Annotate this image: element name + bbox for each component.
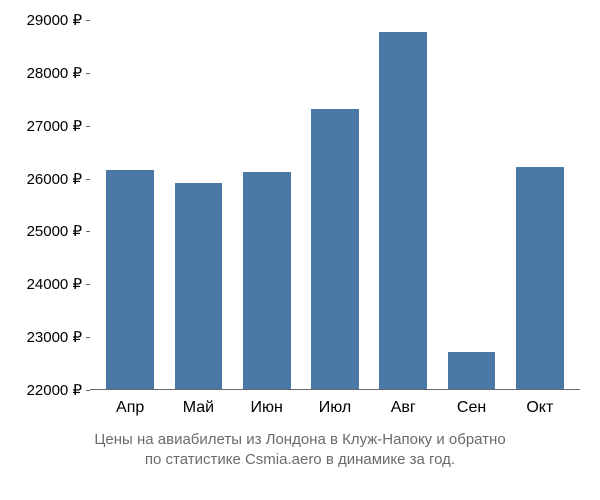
x-tick-label: Июл — [319, 389, 351, 417]
caption-line-1: Цены на авиабилеты из Лондона в Клуж-Нап… — [20, 430, 580, 450]
y-tick-mark — [86, 390, 90, 391]
plot-area: АпрМайИюнИюлАвгСенОкт 22000 ₽23000 ₽2400… — [90, 20, 580, 390]
x-tick-label: Окт — [526, 389, 553, 417]
x-tick-label: Сен — [457, 389, 486, 417]
bar-slot: Сен — [437, 20, 505, 389]
x-tick-label: Июн — [251, 389, 283, 417]
bar-slot: Апр — [96, 20, 164, 389]
bar — [311, 109, 359, 389]
y-tick-mark — [86, 126, 90, 127]
bar-slot: Май — [164, 20, 232, 389]
x-tick-label: Май — [183, 389, 214, 417]
y-tick-label: 22000 ₽ — [27, 381, 90, 399]
y-tick-mark — [86, 20, 90, 21]
chart-caption: Цены на авиабилеты из Лондона в Клуж-Нап… — [0, 430, 600, 471]
y-tick-label: 23000 ₽ — [27, 328, 90, 346]
price-chart: АпрМайИюнИюлАвгСенОкт 22000 ₽23000 ₽2400… — [0, 0, 600, 500]
y-tick-label: 26000 ₽ — [27, 170, 90, 188]
bar — [106, 170, 154, 389]
bar — [243, 172, 291, 389]
y-tick-mark — [86, 179, 90, 180]
bar — [448, 352, 496, 389]
y-tick-mark — [86, 337, 90, 338]
y-tick-label: 24000 ₽ — [27, 275, 90, 293]
y-tick-label: 29000 ₽ — [27, 11, 90, 29]
y-tick-mark — [86, 284, 90, 285]
y-tick-mark — [86, 231, 90, 232]
y-tick-label: 27000 ₽ — [27, 117, 90, 135]
x-tick-label: Авг — [391, 389, 416, 417]
x-tick-label: Апр — [116, 389, 144, 417]
bar-slot: Авг — [369, 20, 437, 389]
bar — [516, 167, 564, 389]
bars-group: АпрМайИюнИюлАвгСенОкт — [90, 20, 580, 389]
y-tick-mark — [86, 73, 90, 74]
y-tick-label: 25000 ₽ — [27, 222, 90, 240]
bar-slot: Июн — [233, 20, 301, 389]
y-tick-label: 28000 ₽ — [27, 64, 90, 82]
bar-slot: Окт — [506, 20, 574, 389]
bar — [175, 183, 223, 389]
bar-slot: Июл — [301, 20, 369, 389]
bar — [379, 32, 427, 389]
caption-line-2: по статистике Csmia.aero в динамике за г… — [20, 450, 580, 470]
